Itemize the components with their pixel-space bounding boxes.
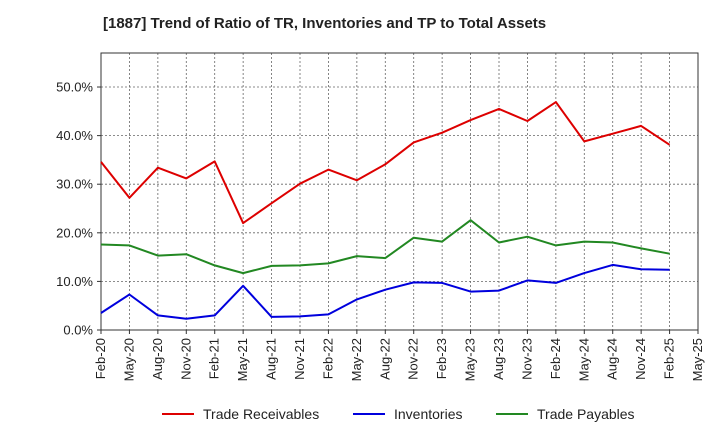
y-tick-label: 30.0% bbox=[56, 177, 93, 192]
x-tick-label: May-21 bbox=[235, 338, 250, 381]
x-axis-ticks: Feb-20 May-20 Aug-20 Nov-20 Feb-21 May-21 Aug-… bbox=[93, 330, 705, 381]
x-tick-label: Nov-24 bbox=[633, 338, 648, 380]
y-tick-label: 40.0% bbox=[56, 128, 93, 143]
x-tick-label: Feb-20 bbox=[93, 338, 108, 379]
x-tick-label: May-23 bbox=[463, 338, 478, 381]
x-tick-label: Nov-23 bbox=[519, 338, 534, 380]
x-tick-label: Aug-21 bbox=[264, 338, 279, 380]
grid-lines bbox=[100, 53, 699, 331]
legend: Trade Receivables Inventories Trade Payabl… bbox=[162, 406, 635, 422]
x-tick-label: Feb-22 bbox=[320, 338, 335, 379]
y-tick-label: 20.0% bbox=[56, 225, 93, 240]
x-tick-label: Feb-24 bbox=[548, 338, 563, 379]
series-lines bbox=[100, 101, 671, 320]
y-tick-label: 50.0% bbox=[56, 80, 93, 95]
x-tick-label: May-22 bbox=[349, 338, 364, 381]
plot-frame bbox=[100, 52, 699, 331]
series-line-inventories bbox=[100, 263, 670, 320]
chart-title: [1887] Trend of Ratio of TR, Inventories… bbox=[103, 15, 547, 32]
y-tick-label: 0.0% bbox=[63, 323, 93, 338]
legend-label: Trade Payables bbox=[537, 406, 635, 422]
series-line-trade-payables bbox=[100, 219, 670, 275]
x-tick-label: Aug-22 bbox=[377, 338, 392, 380]
y-tick-label: 10.0% bbox=[56, 274, 93, 289]
x-tick-label: Nov-22 bbox=[406, 338, 421, 380]
legend-label: Inventories bbox=[394, 406, 462, 422]
x-tick-label: May-25 bbox=[690, 338, 705, 381]
x-tick-label: Feb-25 bbox=[662, 338, 677, 379]
x-tick-label: Feb-21 bbox=[207, 338, 222, 379]
y-axis-ticks: 0.0% 10.0% 20.0% 30.0% 40.0% 50.0% bbox=[56, 80, 101, 338]
x-tick-label: Aug-20 bbox=[150, 338, 165, 380]
series-line-trade-receivables bbox=[100, 101, 671, 225]
x-tick-label: Aug-23 bbox=[491, 338, 506, 380]
x-tick-label: Nov-21 bbox=[292, 338, 307, 380]
x-tick-label: May-24 bbox=[576, 338, 591, 381]
x-tick-label: Nov-20 bbox=[178, 338, 193, 380]
legend-label: Trade Receivables bbox=[203, 406, 319, 422]
x-tick-label: Feb-23 bbox=[434, 338, 449, 379]
x-tick-label: Aug-24 bbox=[605, 338, 620, 380]
x-tick-label: May-20 bbox=[121, 338, 136, 381]
